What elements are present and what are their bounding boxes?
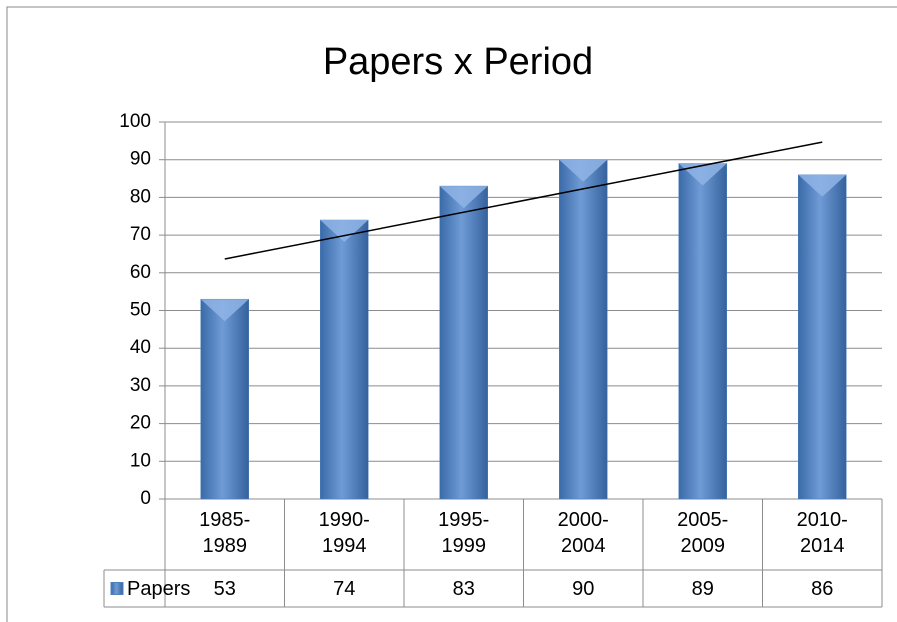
y-tick-label: 60	[130, 262, 151, 283]
bar	[798, 174, 847, 500]
y-tick-label: 0	[140, 488, 151, 509]
bar-cap	[439, 186, 488, 209]
y-tick-label: 90	[130, 149, 151, 170]
y-tick-label: 20	[130, 413, 151, 434]
bar-cap	[559, 159, 608, 182]
table-value: 86	[811, 578, 833, 600]
bar	[439, 185, 488, 500]
table-value: 83	[453, 578, 475, 600]
trendline	[224, 141, 823, 260]
table-value: 53	[214, 578, 236, 600]
bar	[200, 298, 249, 500]
table-value: 90	[572, 578, 594, 600]
bar-cap	[678, 163, 727, 186]
table-value: 89	[692, 578, 714, 600]
x-tick-label: 2005-2009	[677, 509, 729, 557]
x-tick-label: 1985-1989	[199, 509, 251, 557]
x-tick-label: 2010-2014	[796, 509, 848, 557]
bar-cap	[200, 299, 249, 322]
y-tick-label: 30	[130, 375, 151, 396]
x-tick-label: 1990-1994	[318, 509, 370, 557]
legend-key	[110, 582, 124, 595]
y-tick-label: 50	[130, 300, 151, 321]
bar	[320, 219, 369, 500]
chart-title: Papers x Period	[323, 41, 593, 83]
y-tick-label: 100	[119, 111, 151, 132]
bar	[559, 159, 608, 500]
y-tick-label: 10	[130, 450, 151, 471]
y-tick-label: 40	[130, 337, 151, 358]
chart-border	[6, 6, 897, 622]
x-tick-label: 1995-1999	[438, 509, 490, 557]
table-value: 74	[333, 578, 355, 600]
bar	[678, 163, 727, 500]
x-tick-label: 2000-2004	[557, 509, 609, 557]
y-tick-label: 80	[130, 186, 151, 207]
bar-cap	[798, 174, 847, 197]
bar-cap	[320, 220, 369, 243]
y-tick-label: 70	[130, 224, 151, 245]
legend-label: Papers	[127, 578, 190, 600]
